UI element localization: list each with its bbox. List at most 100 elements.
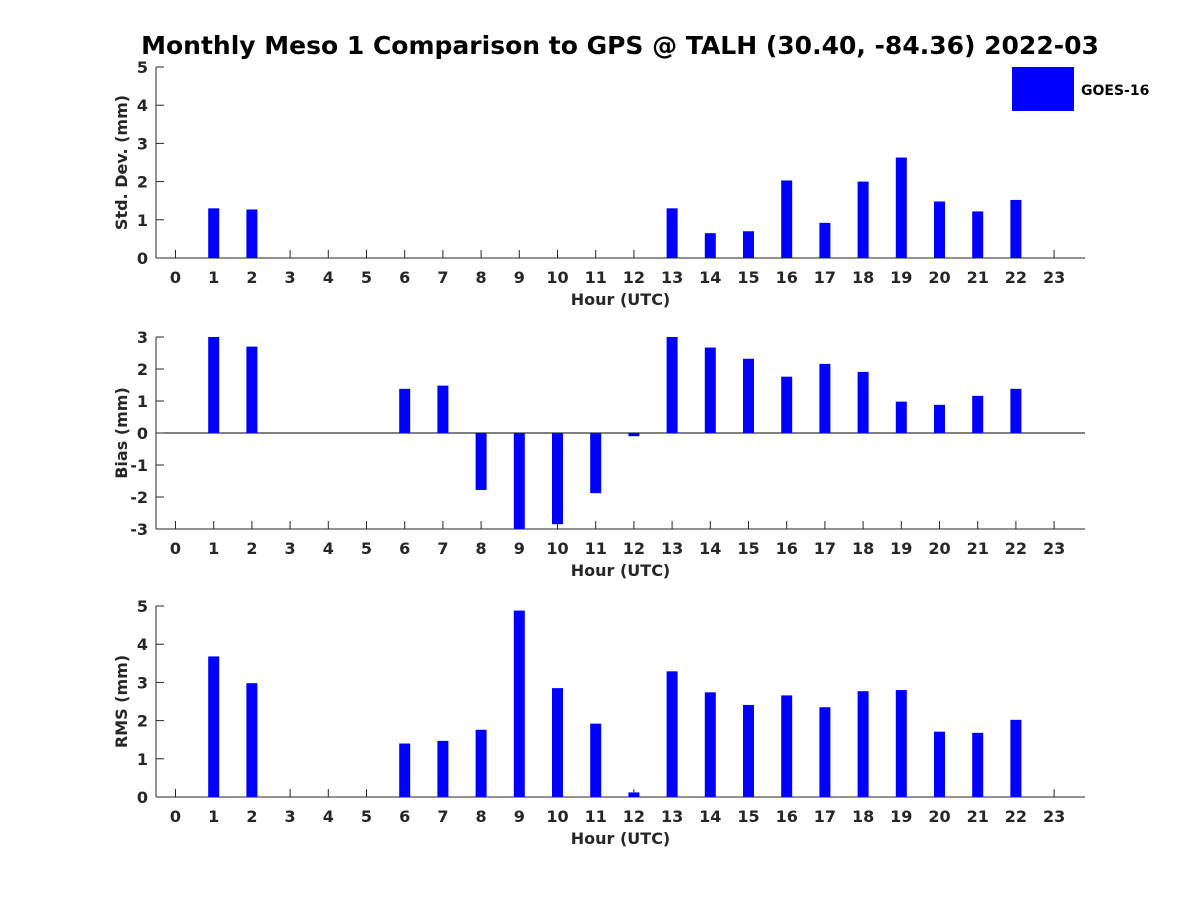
x-tick-label: 13	[661, 268, 683, 287]
bar-hour-16	[781, 180, 793, 258]
bar-hour-10	[552, 433, 563, 525]
x-tick-label: 3	[285, 268, 296, 287]
bar-hour-22	[1010, 199, 1022, 258]
x-tick-label: 22	[1005, 807, 1027, 826]
x-tick-label: 0	[170, 807, 181, 826]
bar-hour-13	[666, 337, 678, 433]
bar-hour-13	[666, 208, 678, 258]
bar-hour-18	[857, 371, 869, 433]
x-tick-label: 20	[928, 268, 950, 287]
y-tick-label: -2	[130, 488, 148, 507]
y-tick-label: 5	[137, 58, 148, 77]
x-tick-label: 13	[661, 807, 683, 826]
y-axis-label: Std. Dev. (mm)	[112, 95, 131, 230]
bar-hour-20	[934, 404, 945, 433]
x-tick-label: 23	[1043, 539, 1065, 558]
x-tick-label: 19	[890, 539, 912, 558]
bar-hour-17	[819, 707, 831, 797]
bar-hour-1	[208, 656, 220, 797]
bar-hour-15	[743, 358, 754, 433]
bar-hour-6	[399, 388, 411, 433]
x-tick-label: 12	[623, 807, 645, 826]
x-tick-label: 15	[737, 539, 759, 558]
legend-label: GOES-16	[1081, 83, 1149, 99]
y-tick-label: 2	[137, 173, 148, 192]
x-tick-label: 6	[399, 539, 410, 558]
x-tick-label: 14	[699, 539, 721, 558]
bar-hour-1	[208, 208, 220, 258]
x-tick-label: 23	[1043, 807, 1065, 826]
x-tick-label: 18	[852, 807, 874, 826]
y-tick-label: 0	[137, 788, 148, 807]
x-tick-label: 8	[476, 268, 487, 287]
bar-hour-7	[437, 740, 449, 797]
x-tick-label: 1	[208, 539, 219, 558]
x-tick-label: 6	[399, 807, 410, 826]
x-tick-label: 11	[585, 807, 607, 826]
y-tick-label: 2	[137, 712, 148, 731]
bar-hour-19	[895, 690, 907, 797]
x-tick-label: 11	[585, 268, 607, 287]
x-tick-label: 4	[323, 539, 334, 558]
bar-hour-22	[1010, 388, 1022, 433]
bar-hour-18	[857, 181, 869, 258]
y-axis-label: Bias (mm)	[112, 387, 131, 479]
y-tick-label: 1	[137, 392, 148, 411]
x-tick-label: 8	[476, 539, 487, 558]
y-tick-label: 3	[137, 134, 148, 153]
x-tick-label: 10	[546, 268, 568, 287]
x-tick-label: 21	[967, 539, 989, 558]
x-tick-label: 11	[585, 539, 607, 558]
bar-hour-7	[437, 385, 449, 433]
bar-hour-19	[895, 401, 907, 433]
x-tick-label: 15	[737, 807, 759, 826]
bar-hour-2	[246, 683, 258, 797]
x-tick-label: 19	[890, 268, 912, 287]
x-axis-label: Hour (UTC)	[571, 829, 671, 848]
bar-hour-17	[819, 222, 831, 258]
bar-hour-6	[399, 743, 411, 797]
x-tick-label: 3	[285, 807, 296, 826]
x-tick-label: 16	[776, 539, 798, 558]
x-tick-label: 9	[514, 268, 525, 287]
x-tick-label: 7	[437, 268, 448, 287]
bar-hour-20	[934, 201, 945, 258]
x-tick-label: 0	[170, 268, 181, 287]
x-tick-label: 7	[437, 539, 448, 558]
x-tick-label: 14	[699, 807, 721, 826]
y-tick-label: 0	[137, 424, 148, 443]
bar-hour-21	[972, 395, 984, 433]
x-tick-label: 5	[361, 268, 372, 287]
x-tick-label: 20	[928, 539, 950, 558]
bar-hour-2	[246, 209, 258, 258]
y-tick-label: 0	[137, 249, 148, 268]
x-tick-label: 18	[852, 539, 874, 558]
bar-hour-2	[246, 346, 258, 433]
x-tick-label: 8	[476, 807, 487, 826]
y-axis-label: RMS (mm)	[112, 655, 131, 748]
x-tick-label: 9	[514, 807, 525, 826]
x-tick-label: 3	[285, 539, 296, 558]
x-tick-label: 19	[890, 807, 912, 826]
bar-hour-11	[590, 723, 602, 797]
x-tick-label: 20	[928, 807, 950, 826]
bar-hour-20	[934, 731, 945, 797]
bar-hour-9	[513, 433, 525, 529]
y-tick-label: 1	[137, 750, 148, 769]
x-tick-label: 4	[323, 807, 334, 826]
y-tick-label: 1	[137, 211, 148, 230]
x-tick-label: 0	[170, 539, 181, 558]
bar-hour-9	[513, 610, 525, 797]
x-tick-label: 17	[814, 268, 836, 287]
y-tick-label: -1	[130, 456, 148, 475]
x-tick-label: 21	[967, 807, 989, 826]
bar-hour-18	[857, 691, 869, 797]
bar-hour-10	[552, 688, 563, 797]
x-axis-label: Hour (UTC)	[571, 290, 671, 309]
y-tick-label: 3	[137, 673, 148, 692]
y-tick-label: 2	[137, 360, 148, 379]
x-tick-label: 10	[546, 807, 568, 826]
